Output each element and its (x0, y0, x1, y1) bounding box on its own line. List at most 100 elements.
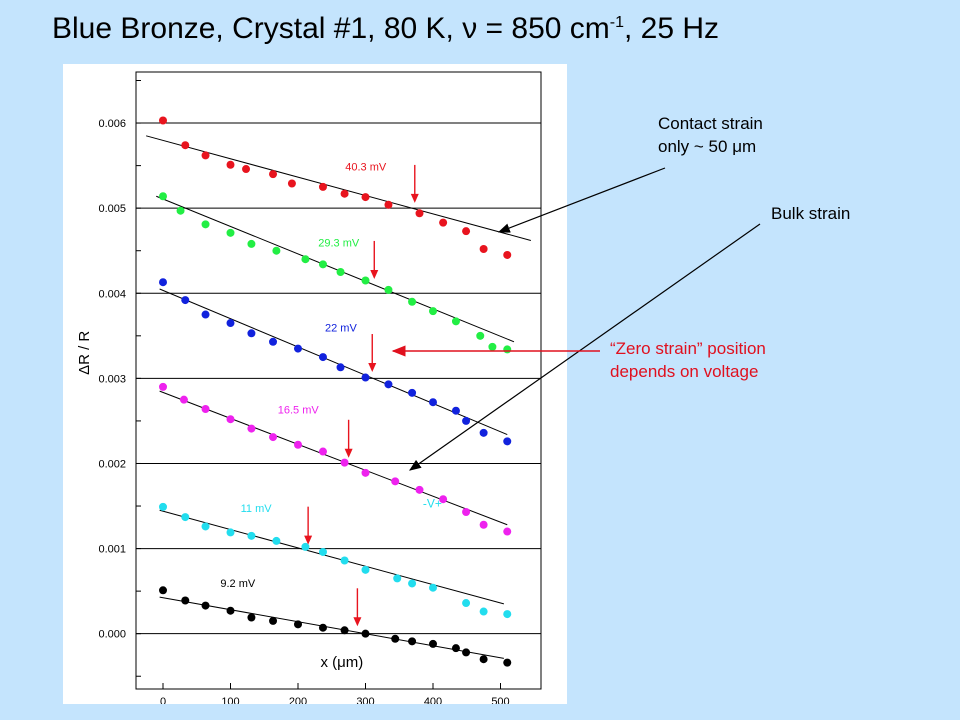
data-point (503, 250, 512, 259)
data-point (159, 278, 167, 287)
data-point (479, 520, 488, 529)
annotation-bulk-strain: Bulk strain (771, 204, 851, 223)
y-tick-label: 0.003 (98, 373, 126, 385)
zero-strain-marker-head (410, 193, 419, 203)
data-point (408, 579, 417, 588)
data-point (226, 606, 235, 615)
data-point (226, 228, 235, 237)
y-tick-label: 0.001 (98, 544, 126, 556)
data-point (247, 329, 256, 338)
data-point (294, 440, 302, 449)
fit-line (156, 195, 515, 343)
data-point (361, 193, 370, 202)
data-point (340, 458, 349, 467)
data-point (361, 565, 370, 574)
data-point (340, 556, 349, 565)
data-point (336, 267, 345, 276)
grid-layer (136, 122, 541, 635)
data-point (415, 485, 424, 494)
y-tick-label: 0.006 (98, 118, 126, 130)
data-point (429, 639, 437, 648)
y-tick-label: 0.000 (98, 629, 126, 641)
x-tick-label: 400 (424, 696, 442, 704)
data-point (247, 613, 256, 622)
data-point (361, 629, 370, 638)
x-tick-label: 300 (356, 696, 374, 704)
data-point (340, 626, 349, 635)
data-point (159, 586, 167, 595)
data-point (439, 218, 448, 227)
fit-layer (145, 135, 532, 659)
data-point (269, 433, 278, 442)
data-point (408, 297, 417, 306)
zero-strain-marker-head (304, 535, 313, 545)
data-point (336, 363, 345, 372)
data-point (451, 317, 460, 326)
arrow-layer (304, 164, 419, 627)
data-point (429, 307, 437, 316)
data-point (429, 398, 437, 407)
x-tick-label: 100 (221, 696, 239, 704)
data-point (503, 437, 512, 446)
data-point (429, 583, 437, 592)
zero-strain-marker-head (344, 448, 353, 458)
data-point (181, 296, 190, 305)
zero-strain-marker-head (368, 363, 377, 373)
data-point (451, 406, 460, 415)
y-tick-label: 0.002 (98, 458, 126, 470)
data-point (179, 395, 188, 404)
data-point (361, 468, 370, 477)
data-point (201, 310, 210, 319)
y-tick-label: 0.004 (98, 288, 126, 300)
data-point (462, 227, 471, 236)
data-point (439, 495, 448, 504)
data-point (301, 255, 310, 264)
zero-strain-marker-head (370, 269, 379, 279)
series-label: 9.2 mV (220, 578, 256, 590)
data-point (476, 331, 485, 340)
title-superscript: -1 (609, 14, 625, 31)
x-tick-label: 200 (289, 696, 307, 704)
data-point (408, 637, 417, 646)
series-label: 16.5 mV (278, 404, 320, 416)
series-label: 29.3 mV (318, 237, 360, 249)
label-layer: -V+ 40.3 mV 29.3 mV 22 mV 16.5 mV 11 mV 9.2 mV (220, 162, 442, 590)
data-point (318, 260, 327, 269)
data-point (159, 116, 167, 125)
series-label: 11 mV (241, 503, 273, 515)
slide-title: Blue Bronze, Crystal #1, 80 K, ν = 850 c… (52, 12, 719, 46)
data-point (226, 160, 235, 169)
axis-layer: 0.000 0.001 0.002 0.003 0.004 0.005 0.006 0 100 2… (76, 80, 510, 704)
data-point (269, 170, 278, 179)
data-point (247, 424, 256, 433)
series-label: 22 mV (325, 323, 357, 335)
data-point (176, 206, 185, 215)
chart-svg: 0.000 0.001 0.002 0.003 0.004 0.005 0.006 0 100 2… (76, 71, 542, 704)
plot-panel: 0.000 0.001 0.002 0.003 0.004 0.005 0.006 0 100 2… (63, 64, 567, 704)
data-point (247, 531, 256, 540)
y-axis-label: ΔR / R (76, 331, 93, 375)
x-tick-label: 500 (491, 696, 509, 704)
data-point (272, 246, 281, 255)
fit-line (145, 135, 532, 241)
data-point (201, 151, 210, 160)
data-point (479, 428, 488, 437)
data-point (247, 239, 256, 248)
data-point (159, 502, 167, 511)
data-point (318, 447, 327, 456)
data-point (503, 610, 512, 619)
data-point (318, 623, 327, 632)
x-axis-label: x (μm) (320, 654, 363, 671)
data-point (318, 547, 327, 556)
title-text: Blue Bronze, Crystal #1, 80 K, ν = 850 c… (52, 12, 610, 45)
data-point (242, 165, 251, 174)
data-point (272, 536, 281, 545)
data-point (287, 179, 296, 188)
data-point (181, 596, 190, 605)
data-point (488, 342, 497, 351)
data-point (462, 599, 471, 608)
data-point (408, 388, 417, 397)
data-point (384, 380, 393, 389)
data-point (451, 644, 460, 653)
data-point (503, 345, 512, 354)
